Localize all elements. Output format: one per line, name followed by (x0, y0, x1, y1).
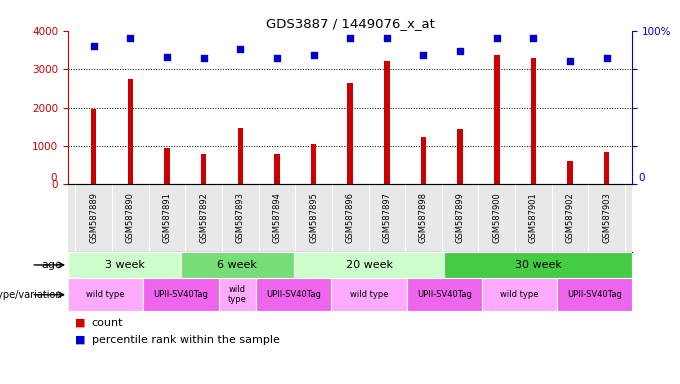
Bar (567, 161, 573, 184)
Text: 20 week: 20 week (345, 260, 392, 270)
Text: GSM587897: GSM587897 (382, 192, 392, 243)
Text: GSM587898: GSM587898 (419, 192, 428, 243)
Point (601, 55, 612, 61)
Point (308, 52, 319, 58)
Text: ■: ■ (75, 318, 85, 328)
Point (455, 48, 466, 54)
Bar (128, 79, 133, 184)
Bar (68, 278, 143, 311)
Point (381, 35, 392, 41)
Bar (421, 137, 426, 184)
Bar (164, 148, 170, 184)
Bar (444, 252, 632, 278)
Bar (311, 144, 316, 184)
Point (271, 55, 282, 61)
Text: UPII-SV40Tag: UPII-SV40Tag (417, 290, 472, 299)
Text: GSM587894: GSM587894 (273, 192, 282, 243)
Point (125, 35, 136, 41)
Text: wild type: wild type (86, 290, 125, 299)
Text: GSM587891: GSM587891 (163, 192, 171, 243)
Title: GDS3887 / 1449076_x_at: GDS3887 / 1449076_x_at (266, 17, 435, 30)
Text: GSM587899: GSM587899 (456, 192, 464, 243)
Text: UPII-SV40Tag: UPII-SV40Tag (267, 290, 321, 299)
Bar (237, 128, 243, 184)
Bar (294, 252, 444, 278)
Text: percentile rank within the sample: percentile rank within the sample (92, 335, 279, 345)
Text: count: count (92, 318, 123, 328)
Text: UPII-SV40Tag: UPII-SV40Tag (567, 290, 622, 299)
Text: 3 week: 3 week (105, 260, 144, 270)
Bar (482, 278, 557, 311)
Bar (274, 154, 279, 184)
Text: ■: ■ (75, 335, 85, 345)
Bar (143, 278, 218, 311)
Text: wild
type: wild type (228, 285, 247, 305)
Text: GSM587901: GSM587901 (529, 192, 538, 243)
Text: 6 week: 6 week (218, 260, 257, 270)
Point (528, 35, 539, 41)
Point (564, 58, 575, 65)
Text: GSM587896: GSM587896 (345, 192, 355, 243)
Text: GSM587892: GSM587892 (199, 192, 208, 243)
Point (88, 43, 99, 49)
Text: 0: 0 (638, 173, 645, 183)
Text: wild type: wild type (500, 290, 539, 299)
Text: GSM587893: GSM587893 (236, 192, 245, 243)
Bar (347, 83, 353, 184)
Bar (91, 109, 97, 184)
Bar (331, 278, 407, 311)
Text: GSM587900: GSM587900 (492, 192, 501, 243)
Text: wild type: wild type (350, 290, 388, 299)
Bar (201, 154, 206, 184)
Bar (384, 61, 390, 184)
Point (198, 55, 209, 61)
Bar (530, 58, 537, 184)
Text: genotype/variation: genotype/variation (0, 290, 63, 300)
Text: 0: 0 (50, 173, 56, 183)
Bar (68, 252, 181, 278)
Bar (256, 278, 331, 311)
Point (235, 46, 245, 52)
Point (418, 52, 429, 58)
Bar (218, 278, 256, 311)
Text: GSM587889: GSM587889 (89, 192, 98, 243)
Point (345, 35, 356, 41)
Bar (557, 278, 632, 311)
Bar (181, 252, 294, 278)
Text: age: age (41, 260, 63, 270)
Bar (494, 55, 500, 184)
Bar (458, 129, 463, 184)
Text: GSM587895: GSM587895 (309, 192, 318, 243)
Bar (407, 278, 482, 311)
Bar (604, 152, 609, 184)
Text: UPII-SV40Tag: UPII-SV40Tag (154, 290, 208, 299)
Text: GSM587890: GSM587890 (126, 192, 135, 243)
Point (162, 54, 173, 60)
Text: GSM587903: GSM587903 (602, 192, 611, 243)
Text: GSM587902: GSM587902 (566, 192, 575, 243)
Text: 30 week: 30 week (515, 260, 562, 270)
Point (492, 35, 503, 41)
